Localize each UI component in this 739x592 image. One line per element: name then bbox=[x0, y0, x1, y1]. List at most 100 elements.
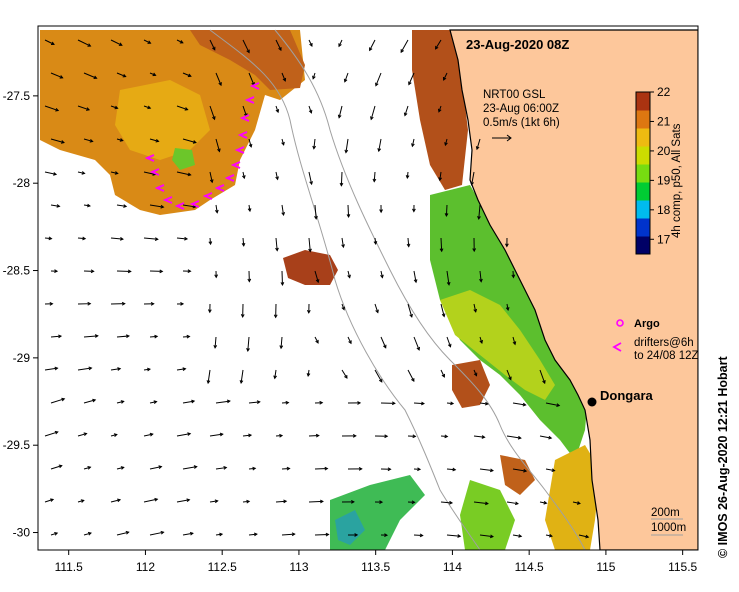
current-arrow bbox=[347, 336, 352, 344]
current-arrow-head bbox=[324, 466, 329, 471]
current-arrow-head bbox=[282, 77, 287, 82]
current-arrow-head bbox=[576, 501, 581, 505]
drifter-position bbox=[214, 184, 225, 192]
colorbar-segment bbox=[636, 110, 650, 129]
current-arrow bbox=[512, 336, 516, 345]
current-arrow bbox=[478, 204, 481, 219]
current-arrow-head bbox=[273, 314, 278, 319]
current-arrow-head bbox=[275, 247, 279, 252]
current-arrow-head bbox=[223, 466, 228, 470]
current-arrow-head bbox=[484, 401, 489, 406]
current-arrow-head bbox=[405, 175, 410, 180]
current-arrow-head bbox=[182, 367, 187, 371]
current-arrow bbox=[149, 531, 164, 536]
current-arrow-head bbox=[473, 308, 478, 313]
current-arrow bbox=[143, 39, 151, 44]
current-arrow-head bbox=[152, 72, 157, 77]
current-arrow bbox=[440, 369, 445, 378]
current-arrow bbox=[446, 468, 456, 471]
current-arrow-head bbox=[417, 467, 422, 472]
current-arrow bbox=[308, 105, 312, 113]
credit-line: © IMOS 26-Aug-2020 12:21 Hobart bbox=[716, 356, 730, 558]
current-arrow-head bbox=[475, 146, 480, 151]
current-arrow bbox=[435, 39, 442, 50]
current-arrow-head bbox=[226, 399, 231, 404]
current-arrow-head bbox=[54, 269, 59, 274]
y-tick-label: -30 bbox=[13, 526, 31, 540]
current-legend-source: NRT00 GSL bbox=[483, 89, 546, 101]
current-arrow bbox=[440, 501, 453, 504]
current-arrow-head bbox=[207, 309, 212, 314]
current-arrow-head bbox=[160, 530, 165, 535]
colorbar-tick-label: 22 bbox=[657, 85, 671, 99]
drifter-position bbox=[162, 196, 173, 204]
current-arrow-head bbox=[55, 108, 60, 112]
current-arrow bbox=[176, 499, 190, 503]
current-arrow-head bbox=[337, 114, 342, 119]
colorbar-segment bbox=[636, 92, 650, 111]
current-arrow-head bbox=[61, 397, 66, 402]
current-arrow bbox=[77, 171, 85, 174]
current-arrow-head bbox=[325, 532, 330, 537]
current-arrow bbox=[341, 369, 348, 379]
current-arrow bbox=[143, 171, 156, 175]
current-arrow-head bbox=[481, 435, 486, 439]
sst-patch-south-coast bbox=[545, 445, 600, 550]
current-arrow bbox=[50, 335, 62, 338]
current-arrow-head bbox=[212, 46, 216, 51]
current-arrow-head bbox=[439, 248, 444, 253]
drifter-position bbox=[154, 184, 165, 192]
current-arrow-head bbox=[446, 281, 451, 286]
current-arrow-head bbox=[309, 181, 313, 186]
current-arrow-head bbox=[438, 177, 442, 182]
current-arrow bbox=[440, 237, 443, 252]
current-arrow-head bbox=[387, 467, 392, 472]
colorbar-tick-label: 20 bbox=[657, 144, 671, 158]
current-arrow-head bbox=[511, 274, 516, 279]
current-arrow-head bbox=[400, 49, 404, 54]
sst-patch-offshore bbox=[283, 250, 338, 285]
current-arrow-head bbox=[114, 105, 119, 110]
current-arrow bbox=[314, 533, 329, 536]
current-arrow-head bbox=[146, 367, 151, 372]
current-arrow-head bbox=[314, 215, 318, 220]
current-arrow-head bbox=[160, 204, 165, 209]
current-arrow bbox=[506, 369, 512, 380]
current-arrow-head bbox=[120, 466, 125, 470]
current-arrow-head bbox=[246, 347, 250, 352]
current-arrow-head bbox=[505, 243, 509, 248]
current-arrow-head bbox=[217, 148, 221, 153]
current-arrow bbox=[182, 72, 192, 77]
current-arrow-head bbox=[470, 181, 474, 186]
current-arrow-head bbox=[189, 531, 194, 536]
current-arrow-head bbox=[86, 203, 91, 208]
current-arrow bbox=[143, 237, 158, 240]
current-arrow-head bbox=[308, 109, 313, 114]
current-arrow-head bbox=[86, 107, 91, 111]
current-arrow-head bbox=[54, 430, 59, 435]
current-arrow-head bbox=[212, 116, 216, 121]
current-vectors bbox=[44, 39, 590, 539]
current-arrow bbox=[116, 335, 130, 338]
current-arrow-head bbox=[375, 82, 379, 87]
current-arrow-head bbox=[275, 176, 279, 181]
current-arrow bbox=[445, 204, 448, 217]
depth-legend: 200m 1000m bbox=[651, 507, 686, 536]
current-arrow-head bbox=[87, 466, 92, 470]
map-frame bbox=[37, 25, 699, 551]
current-arrow bbox=[242, 237, 245, 246]
current-arrow-head bbox=[158, 465, 163, 469]
current-arrow-head bbox=[117, 367, 122, 371]
current-arrow bbox=[242, 105, 248, 117]
current-arrow-head bbox=[241, 242, 246, 247]
current-arrow bbox=[176, 237, 188, 240]
current-arrow bbox=[446, 270, 450, 285]
current-arrow-head bbox=[114, 171, 119, 175]
current-arrow-head bbox=[81, 171, 86, 175]
current-arrow bbox=[308, 237, 311, 252]
current-arrow bbox=[539, 501, 547, 504]
current-arrow bbox=[50, 204, 60, 207]
current-arrow-head bbox=[447, 343, 452, 348]
colorbar: 22 21 20 19 18 17 4h comp, p50, All Sats bbox=[635, 85, 683, 255]
current-arrow bbox=[539, 369, 546, 384]
